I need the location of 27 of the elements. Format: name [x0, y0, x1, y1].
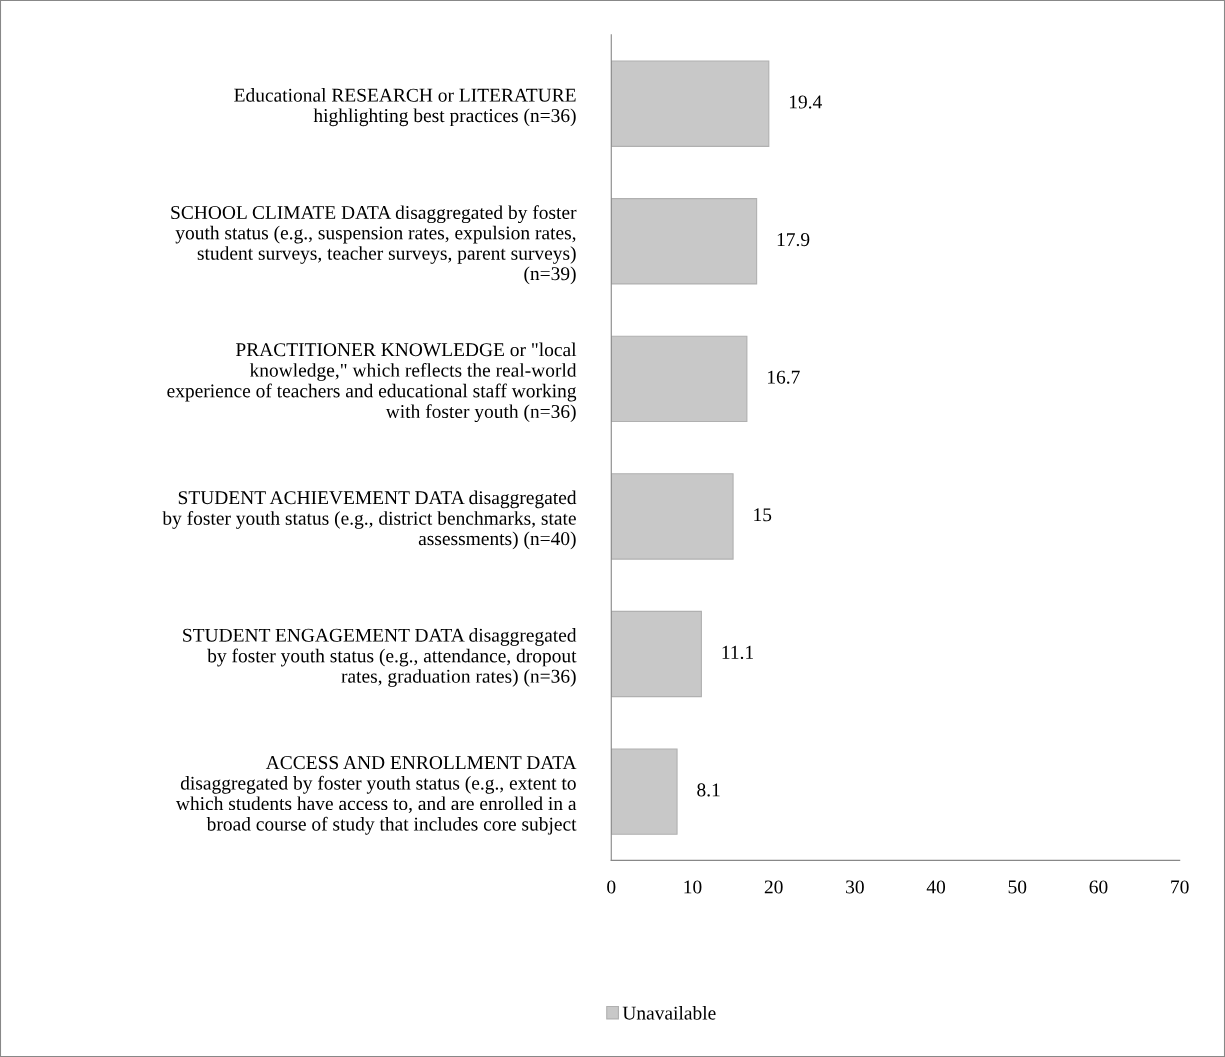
- data-label: 15: [754, 508, 772, 522]
- data-label: 17.9: [777, 233, 810, 247]
- bar: [611, 610, 702, 698]
- x-tick-label: 0: [607, 880, 616, 894]
- y-tick-label: STUDENT ENGAGEMENT DATA disaggregated by foster youth status (e.g., attendance, dropout rates, graduation rates) (n=36): [183, 628, 577, 687]
- bar: [611, 473, 734, 560]
- bar: [611, 748, 678, 835]
- data-label: 8.1: [697, 783, 720, 797]
- legend-label: Unavailable: [622, 1006, 716, 1020]
- y-tick-label: STUDENT ACHIEVEMENT DATA disaggregated by foster youth status (e.g., district benchmarks, state assessments) (n=40): [162, 490, 577, 550]
- bar: [611, 198, 758, 285]
- x-tick-label: 50: [1008, 880, 1027, 894]
- y-tick-label: SCHOOL CLIMATE DATA disaggregated by foster youth status (e.g., suspension rates, expulsion rates, student surveys, teacher surveys, parent surveys) (n=39): [171, 205, 577, 285]
- y-tick-label: Educational RESEARCH or LITERATURE highlighting best practices (n=36): [234, 88, 576, 127]
- x-tick-label: 70: [1171, 880, 1189, 894]
- x-tick-label: 10: [684, 880, 702, 894]
- data-label: 16.7: [768, 370, 800, 384]
- x-tick-label: 30: [846, 880, 864, 894]
- data-label: 19.4: [789, 95, 822, 109]
- bar: [611, 60, 770, 147]
- x-tick-label: 20: [764, 880, 783, 894]
- x-tick-label: 40: [926, 880, 946, 894]
- y-tick-label: PRACTITIONER KNOWLEDGE or "local knowledge," which reflects the real-world experience of teachers and educational staff working with foster youth (n=36): [167, 342, 577, 423]
- data-label: 11.1: [722, 645, 753, 659]
- y-tick-label: ACCESS AND ENROLLMENT DATA disaggregated by foster youth status (e.g., extent to which students have access to, and are enrolled in a broad course of study that includes core subject: [175, 756, 577, 835]
- x-tick-label: 60: [1089, 880, 1108, 894]
- bar: [611, 335, 748, 423]
